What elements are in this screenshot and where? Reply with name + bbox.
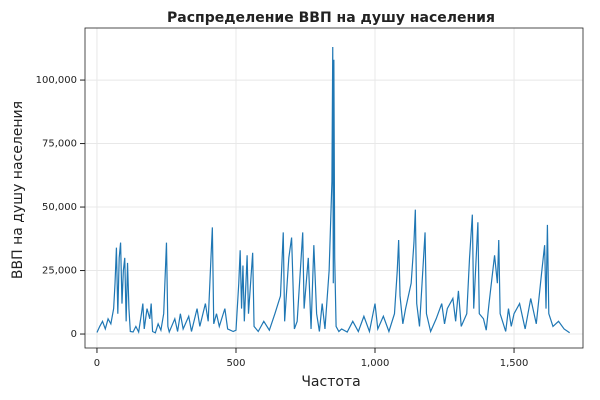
plot-frame	[84, 27, 584, 349]
x-axis-label: Частота	[301, 374, 360, 390]
y-axis-label: ВВП на душу населения	[10, 101, 26, 279]
x-tick-label: 1,500	[500, 358, 529, 369]
chart-title: Распределение ВВП на душу населения	[167, 10, 495, 26]
y-tick-label: 75,000	[42, 139, 77, 150]
x-tick-label: 500	[226, 358, 245, 369]
y-tick-label: 100,000	[36, 75, 77, 86]
y-tick-label: 0	[71, 329, 77, 340]
x-tick-label: 1,000	[361, 358, 390, 369]
y-tick-label: 25,000	[42, 266, 77, 277]
y-tick-label: 50,000	[42, 202, 77, 213]
data-line	[96, 47, 570, 334]
x-tick-label: 0	[94, 358, 100, 369]
